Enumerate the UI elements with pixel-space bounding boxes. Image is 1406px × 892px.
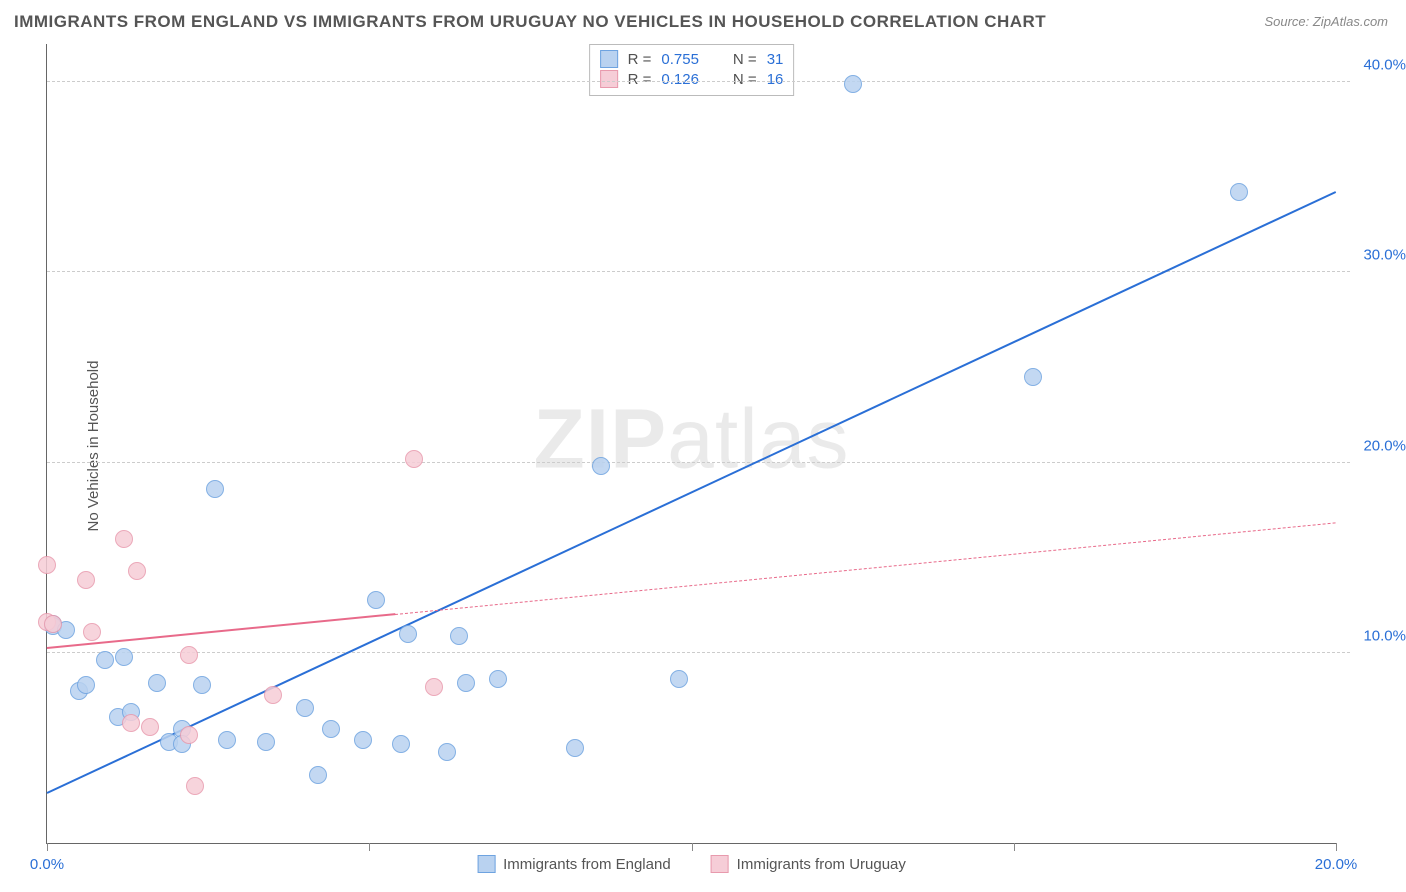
- chart-title: IMMIGRANTS FROM ENGLAND VS IMMIGRANTS FR…: [14, 12, 1046, 32]
- data-point: [257, 733, 275, 751]
- data-point: [489, 670, 507, 688]
- data-point: [122, 714, 140, 732]
- data-point: [309, 766, 327, 784]
- data-point: [566, 739, 584, 757]
- x-tick: [1014, 843, 1015, 851]
- legend-label: Immigrants from England: [503, 856, 671, 873]
- data-point: [425, 678, 443, 696]
- x-tick: [1336, 843, 1337, 851]
- correlation-legend: R = 0.755 N = 31 R = 0.126 N = 16: [589, 44, 795, 96]
- legend-r-label: R =: [628, 71, 652, 88]
- data-point: [670, 670, 688, 688]
- data-point: [180, 726, 198, 744]
- x-tick: [369, 843, 370, 851]
- data-point: [186, 777, 204, 795]
- data-point: [592, 457, 610, 475]
- y-tick-label: 20.0%: [1350, 437, 1406, 454]
- legend-item: Immigrants from England: [477, 855, 671, 873]
- x-tick-label: 20.0%: [1315, 856, 1358, 873]
- data-point: [96, 651, 114, 669]
- legend-n-label: N =: [733, 71, 757, 88]
- legend-r-value: 0.126: [661, 71, 699, 88]
- data-point: [322, 720, 340, 738]
- gridline: [47, 271, 1350, 272]
- data-point: [218, 731, 236, 749]
- trend-line: [395, 522, 1336, 615]
- legend-swatch: [600, 70, 618, 88]
- gridline: [47, 652, 1350, 653]
- data-point: [296, 699, 314, 717]
- data-point: [128, 562, 146, 580]
- x-tick: [692, 843, 693, 851]
- y-tick-label: 40.0%: [1350, 57, 1406, 74]
- data-point: [405, 450, 423, 468]
- data-point: [264, 686, 282, 704]
- legend-row: R = 0.126 N = 16: [600, 69, 784, 89]
- y-tick-label: 10.0%: [1350, 627, 1406, 644]
- data-point: [115, 530, 133, 548]
- data-point: [367, 591, 385, 609]
- data-point: [457, 674, 475, 692]
- legend-swatch: [711, 855, 729, 873]
- legend-label: Immigrants from Uruguay: [737, 856, 906, 873]
- data-point: [77, 571, 95, 589]
- data-point: [354, 731, 372, 749]
- data-point: [38, 556, 56, 574]
- data-point: [1230, 183, 1248, 201]
- series-legend: Immigrants from England Immigrants from U…: [477, 855, 906, 873]
- legend-row: R = 0.755 N = 31: [600, 49, 784, 69]
- legend-r-value: 0.755: [661, 51, 699, 68]
- data-point: [844, 75, 862, 93]
- legend-n-value: 16: [767, 71, 784, 88]
- data-point: [83, 623, 101, 641]
- gridline: [47, 462, 1350, 463]
- plot-area: ZIPatlas R =0.755N =31R = 0.126N =16 Imm…: [46, 44, 1336, 844]
- data-point: [44, 615, 62, 633]
- legend-swatch: [477, 855, 495, 873]
- data-point: [141, 718, 159, 736]
- data-point: [399, 625, 417, 643]
- data-point: [193, 676, 211, 694]
- legend-n-value: 31: [767, 51, 784, 68]
- x-tick: [47, 843, 48, 851]
- data-point: [1024, 368, 1042, 386]
- source-label: Source: ZipAtlas.com: [1264, 14, 1388, 29]
- y-tick-label: 30.0%: [1350, 247, 1406, 264]
- data-point: [115, 648, 133, 666]
- gridline: [47, 81, 1350, 82]
- data-point: [450, 627, 468, 645]
- data-point: [438, 743, 456, 761]
- data-point: [148, 674, 166, 692]
- legend-item: Immigrants from Uruguay: [711, 855, 906, 873]
- trend-line: [47, 190, 1337, 793]
- data-point: [77, 676, 95, 694]
- data-point: [180, 646, 198, 664]
- legend-r-label: R =: [628, 51, 652, 68]
- legend-swatch: [600, 50, 618, 68]
- data-point: [206, 480, 224, 498]
- x-tick-label: 0.0%: [30, 856, 64, 873]
- legend-n-label: N =: [733, 51, 757, 68]
- data-point: [392, 735, 410, 753]
